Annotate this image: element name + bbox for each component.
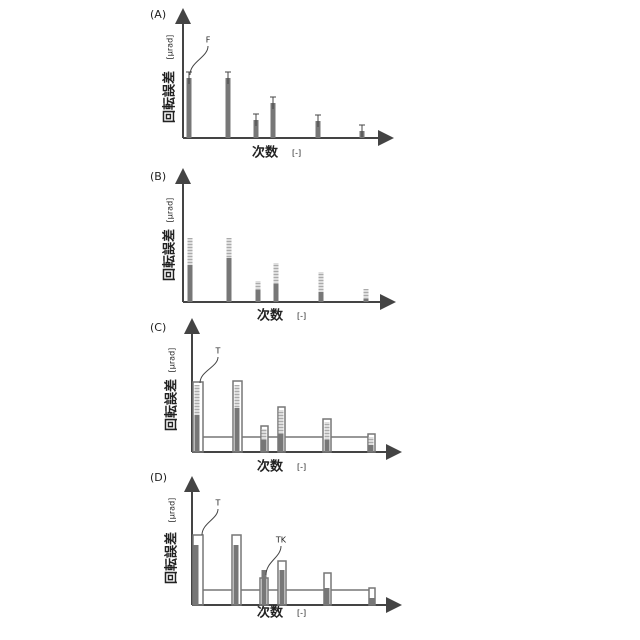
bar bbox=[226, 78, 231, 138]
annotation: F bbox=[206, 36, 211, 45]
bar bbox=[262, 440, 267, 452]
bar bbox=[319, 292, 324, 302]
bar bbox=[194, 545, 199, 605]
x-unit: [-] bbox=[292, 149, 301, 158]
bar bbox=[195, 415, 200, 452]
panel-label: (B) bbox=[150, 170, 166, 183]
leader-line bbox=[190, 46, 208, 75]
bar-hatched bbox=[188, 238, 193, 265]
panel-label: (D) bbox=[150, 471, 167, 484]
bar bbox=[325, 440, 330, 452]
leader-line bbox=[202, 509, 218, 535]
leader-line bbox=[200, 357, 218, 383]
bar bbox=[325, 588, 330, 605]
bar bbox=[279, 434, 284, 452]
y-unit: [μrad] bbox=[168, 498, 177, 523]
annotation: TK bbox=[275, 536, 287, 545]
bar bbox=[256, 290, 261, 302]
bar bbox=[370, 598, 375, 605]
bar bbox=[188, 265, 193, 302]
bar-hatched bbox=[325, 422, 330, 440]
y-label: 回転誤差 bbox=[162, 71, 178, 123]
bar-hatched bbox=[369, 437, 374, 445]
panel-label: (C) bbox=[150, 321, 166, 334]
bar bbox=[364, 299, 369, 302]
bar bbox=[187, 78, 192, 138]
y-label: 回転誤差 bbox=[162, 229, 178, 281]
y-unit: [μrad] bbox=[166, 35, 175, 60]
bar bbox=[227, 258, 232, 302]
x-unit: [-] bbox=[297, 312, 306, 321]
y-unit: [μrad] bbox=[166, 198, 175, 223]
panel-label: (A) bbox=[150, 8, 166, 21]
x-unit: [-] bbox=[297, 463, 306, 472]
bar-hatched bbox=[364, 289, 369, 299]
bar-hatched bbox=[279, 410, 284, 434]
y-label: 回転誤差 bbox=[164, 532, 180, 584]
bar bbox=[235, 408, 240, 452]
x-label: 次数 bbox=[257, 605, 284, 621]
y-label: 回転誤差 bbox=[164, 379, 180, 431]
bar-hatched bbox=[274, 263, 279, 284]
bar-hatched bbox=[319, 272, 324, 292]
x-label: 次数 bbox=[252, 145, 279, 161]
figure: (A) 回転誤差 [μrad] 次数 [-] F (B) 回転誤差 [μrad] 次数 [-] (C)… bbox=[0, 0, 640, 640]
bar-hatched bbox=[195, 385, 200, 415]
y-unit: [μrad] bbox=[168, 348, 177, 373]
bar bbox=[280, 570, 285, 605]
bar bbox=[369, 445, 374, 452]
x-unit: [-] bbox=[297, 609, 306, 618]
bar-hatched bbox=[227, 238, 232, 258]
bar bbox=[262, 570, 267, 605]
bar-hatched bbox=[235, 385, 240, 408]
bar-hatched bbox=[262, 429, 267, 440]
bar bbox=[274, 284, 279, 302]
annotation: T bbox=[215, 347, 221, 356]
annotation: T bbox=[215, 499, 221, 508]
bar bbox=[234, 545, 239, 605]
x-label: 次数 bbox=[257, 459, 284, 475]
x-label: 次数 bbox=[257, 308, 284, 324]
bar-hatched bbox=[256, 281, 261, 290]
